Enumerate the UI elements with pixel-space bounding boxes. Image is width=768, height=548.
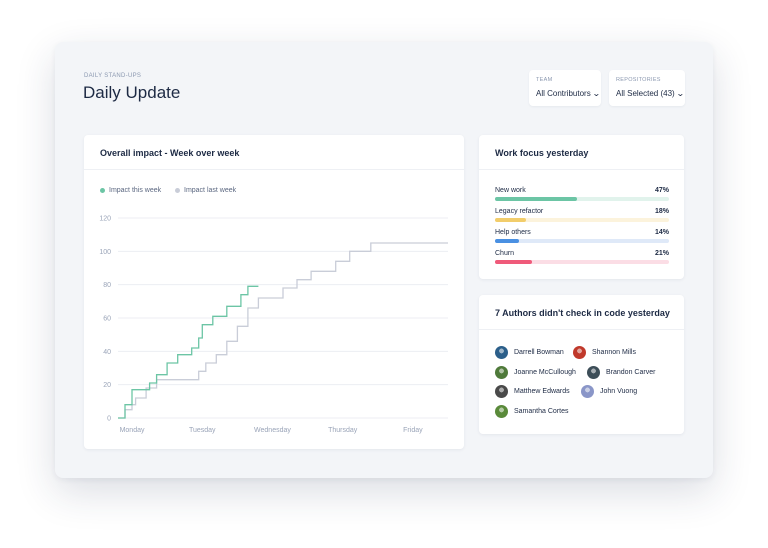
focus-row-legacy-refactor: Legacy refactor 18% bbox=[495, 208, 669, 222]
chevron-down-icon: ⌄ bbox=[591, 89, 601, 98]
x-tick-label: Tuesday bbox=[189, 427, 216, 434]
focus-label: New work bbox=[495, 187, 526, 194]
legend-dot-icon bbox=[100, 188, 105, 193]
focus-bar-track bbox=[495, 239, 669, 243]
card-divider bbox=[84, 169, 464, 170]
impact-card-title: Overall impact - Week over week bbox=[100, 148, 240, 158]
team-filter-label: TEAM bbox=[536, 77, 553, 83]
focus-label: Help others bbox=[495, 229, 531, 236]
x-tick-label: Wednesday bbox=[254, 427, 291, 434]
focus-row-churn: Churn 21% bbox=[495, 250, 669, 264]
y-tick-label: 100 bbox=[99, 249, 111, 256]
team-filter-value: All Contributors bbox=[536, 89, 591, 98]
impact-chart: 0 20 40 60 80 100 120 Monday Tuesday Wednesday Thu… bbox=[99, 216, 448, 434]
author-name: Matthew Edwards bbox=[514, 388, 570, 395]
chart-legend-this-week[interactable]: Impact this week bbox=[100, 187, 161, 194]
card-divider bbox=[479, 169, 684, 170]
author-item[interactable]: Shannon Mills bbox=[573, 346, 636, 359]
card-divider bbox=[479, 329, 684, 330]
focus-bar-fill bbox=[495, 218, 527, 222]
focus-label: Churn bbox=[495, 250, 515, 257]
author-name: Samantha Cortes bbox=[514, 408, 569, 415]
y-tick-label: 40 bbox=[103, 349, 111, 356]
avatar bbox=[581, 385, 594, 398]
focus-bar-fill bbox=[495, 260, 532, 264]
author-item[interactable]: Samantha Cortes bbox=[495, 405, 568, 418]
app-window: DAILY STAND-UPS Daily Update TEAM All Co… bbox=[55, 42, 713, 478]
focus-percent: 14% bbox=[654, 229, 669, 236]
author-name: John Vuong bbox=[600, 388, 638, 395]
team-filter[interactable]: TEAM All Contributors⌄ bbox=[529, 70, 601, 106]
y-tick-label: 0 bbox=[107, 416, 111, 423]
focus-percent: 18% bbox=[654, 208, 669, 215]
avatar bbox=[495, 405, 508, 418]
author-item[interactable]: Matthew Edwards bbox=[495, 385, 570, 398]
focus-bar-track bbox=[495, 260, 669, 264]
focus-bar-fill bbox=[495, 239, 520, 243]
author-item[interactable]: Brandon Carver bbox=[587, 366, 655, 379]
repositories-filter[interactable]: REPOSITORIES All Selected (43)⌄ bbox=[609, 70, 685, 106]
focus-bar-track bbox=[495, 218, 669, 222]
author-name: Darrell Bowman bbox=[514, 349, 564, 356]
y-tick-label: 120 bbox=[99, 216, 111, 223]
chart-legend-last-week[interactable]: Impact last week bbox=[175, 187, 236, 194]
work-focus-title: Work focus yesterday bbox=[495, 148, 589, 158]
series-line bbox=[118, 242, 448, 419]
x-tick-label: Friday bbox=[403, 427, 423, 434]
authors-card: 7 Authors didn't check in code yesterday… bbox=[479, 295, 684, 434]
author-name: Brandon Carver bbox=[606, 369, 656, 376]
avatar bbox=[495, 366, 508, 379]
legend-label: Impact this week bbox=[109, 187, 162, 194]
avatar bbox=[587, 366, 600, 379]
chevron-down-icon: ⌄ bbox=[675, 89, 685, 98]
page-eyebrow: DAILY STAND-UPS bbox=[84, 73, 142, 79]
repositories-filter-label: REPOSITORIES bbox=[616, 77, 661, 83]
author-item[interactable]: Darrell Bowman bbox=[495, 346, 564, 359]
work-focus-card: Work focus yesterday New work 47% Legacy… bbox=[479, 135, 684, 279]
y-tick-label: 60 bbox=[103, 316, 111, 323]
legend-dot-icon bbox=[175, 188, 180, 193]
author-name: Shannon Mills bbox=[592, 349, 636, 356]
focus-row-new-work: New work 47% bbox=[495, 187, 669, 201]
focus-percent: 21% bbox=[654, 250, 669, 257]
y-tick-label: 80 bbox=[103, 282, 111, 289]
focus-row-help-others: Help others 14% bbox=[495, 229, 669, 243]
focus-bar-track bbox=[495, 197, 669, 201]
legend-label: Impact last week bbox=[184, 187, 237, 194]
author-name: Joanne McCullough bbox=[514, 369, 576, 376]
series-line bbox=[118, 285, 259, 419]
focus-percent: 47% bbox=[654, 187, 669, 194]
impact-card: Overall impact - Week over week Impact t… bbox=[84, 135, 464, 449]
x-tick-label: Monday bbox=[120, 427, 145, 434]
author-item[interactable]: John Vuong bbox=[581, 385, 637, 398]
avatar bbox=[495, 346, 508, 359]
repositories-filter-value: All Selected (43) bbox=[616, 89, 675, 98]
x-tick-label: Thursday bbox=[328, 427, 358, 434]
author-item[interactable]: Joanne McCullough bbox=[495, 366, 576, 379]
avatar bbox=[495, 385, 508, 398]
authors-card-title: 7 Authors didn't check in code yesterday bbox=[495, 308, 670, 318]
y-tick-label: 20 bbox=[103, 382, 111, 389]
focus-label: Legacy refactor bbox=[495, 208, 544, 215]
focus-bar-fill bbox=[495, 197, 577, 201]
page-title: Daily Update bbox=[83, 83, 181, 102]
avatar bbox=[573, 346, 586, 359]
